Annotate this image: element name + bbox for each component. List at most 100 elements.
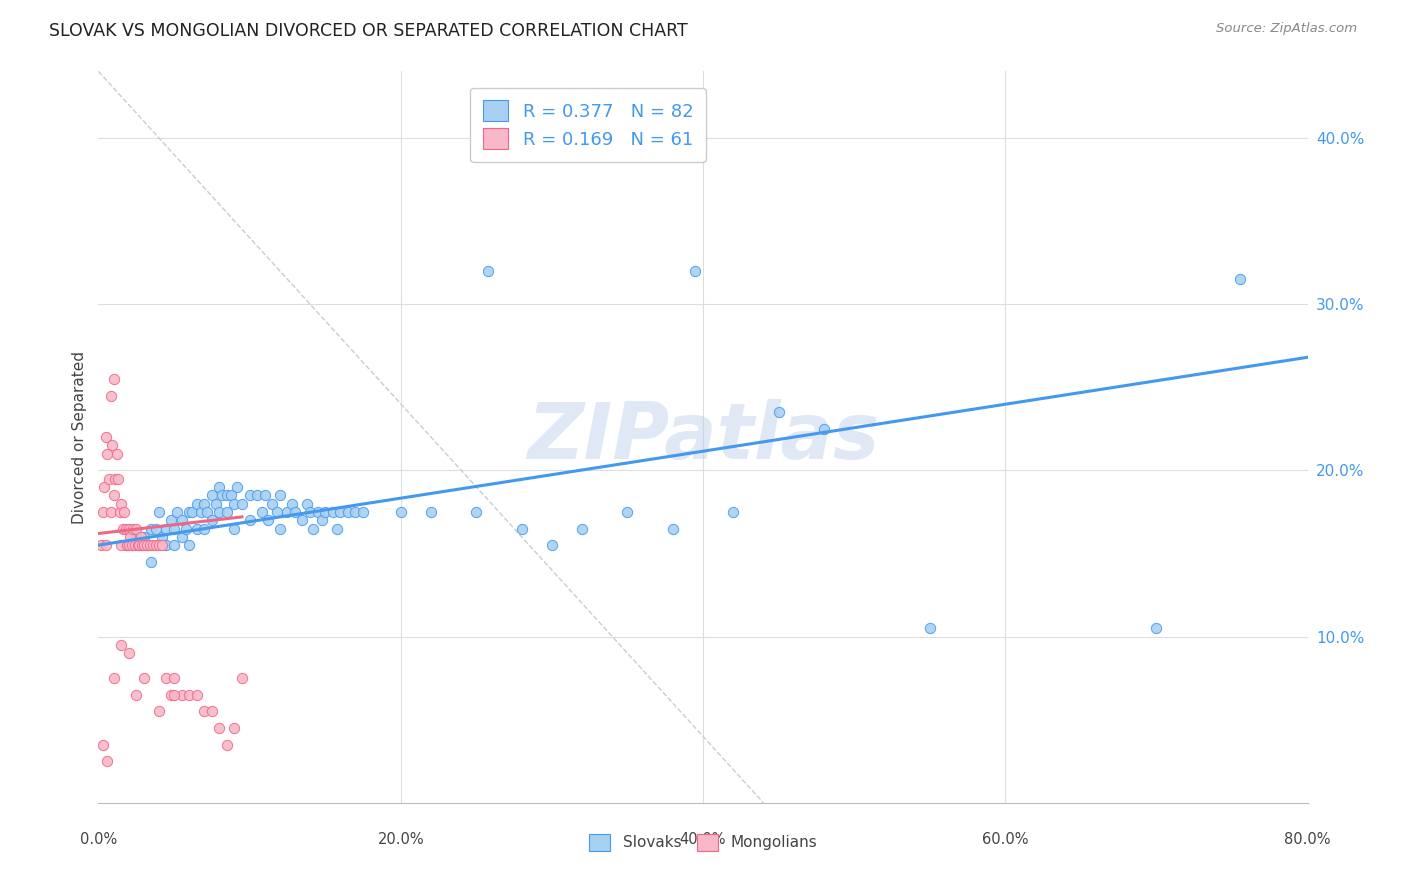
- Point: [221, 488, 243, 502]
- Point: [170, 513, 193, 527]
- Point: [246, 488, 269, 502]
- Point: [150, 530, 173, 544]
- Point: [307, 505, 329, 519]
- Point: [291, 513, 314, 527]
- Point: [250, 505, 273, 519]
- Point: [135, 538, 157, 552]
- Point: [100, 388, 122, 402]
- Point: [166, 505, 188, 519]
- Point: [155, 521, 177, 535]
- Text: 40.0%: 40.0%: [679, 832, 727, 847]
- Point: [163, 688, 186, 702]
- Point: [129, 530, 152, 544]
- Point: [115, 538, 138, 552]
- Point: [163, 521, 186, 535]
- Point: [170, 688, 193, 702]
- Point: [148, 505, 170, 519]
- Point: [148, 705, 170, 719]
- Point: [179, 505, 201, 519]
- Legend: Slovaks, Mongolians: Slovaks, Mongolians: [583, 828, 823, 857]
- Point: [186, 688, 208, 702]
- Point: [201, 705, 224, 719]
- Point: [94, 538, 117, 552]
- Point: [186, 521, 208, 535]
- Point: [208, 721, 231, 735]
- Point: [510, 521, 533, 535]
- Point: [314, 505, 336, 519]
- Point: [103, 671, 125, 685]
- Point: [98, 472, 121, 486]
- Point: [231, 497, 253, 511]
- Point: [336, 505, 359, 519]
- Point: [195, 505, 218, 519]
- Point: [108, 505, 131, 519]
- Point: [114, 521, 136, 535]
- Point: [121, 538, 143, 552]
- Point: [91, 738, 114, 752]
- Point: [160, 513, 183, 527]
- Point: [103, 488, 125, 502]
- Point: [186, 497, 208, 511]
- Point: [132, 530, 155, 544]
- Point: [129, 538, 152, 552]
- Point: [141, 521, 163, 535]
- Point: [661, 521, 683, 535]
- Point: [163, 538, 186, 552]
- Point: [262, 497, 284, 511]
- Point: [193, 705, 215, 719]
- Point: [299, 505, 322, 519]
- Point: [125, 530, 148, 544]
- Point: [224, 497, 246, 511]
- Point: [132, 671, 155, 685]
- Point: [163, 671, 186, 685]
- Point: [179, 688, 201, 702]
- Point: [723, 505, 745, 519]
- Point: [118, 538, 141, 552]
- Point: [121, 538, 143, 552]
- Point: [918, 621, 941, 635]
- Point: [135, 538, 157, 552]
- Point: [295, 497, 318, 511]
- Point: [477, 264, 499, 278]
- Point: [389, 505, 412, 519]
- Text: 0.0%: 0.0%: [80, 832, 117, 847]
- Point: [111, 521, 134, 535]
- Point: [326, 521, 349, 535]
- Point: [302, 521, 325, 535]
- Point: [174, 521, 197, 535]
- Point: [256, 513, 278, 527]
- Point: [322, 505, 344, 519]
- Point: [190, 505, 212, 519]
- Point: [94, 430, 117, 444]
- Point: [685, 264, 707, 278]
- Text: 80.0%: 80.0%: [1284, 832, 1331, 847]
- Point: [90, 538, 112, 552]
- Point: [155, 538, 177, 552]
- Point: [91, 505, 114, 519]
- Text: ZIPatlas: ZIPatlas: [527, 399, 879, 475]
- Point: [311, 513, 333, 527]
- Point: [571, 521, 593, 535]
- Point: [201, 488, 224, 502]
- Point: [112, 505, 135, 519]
- Point: [226, 480, 249, 494]
- Point: [616, 505, 638, 519]
- Point: [215, 488, 238, 502]
- Point: [224, 521, 246, 535]
- Point: [208, 480, 231, 494]
- Point: [329, 505, 352, 519]
- Point: [155, 671, 177, 685]
- Point: [127, 538, 149, 552]
- Text: SLOVAK VS MONGOLIAN DIVORCED OR SEPARATED CORRELATION CHART: SLOVAK VS MONGOLIAN DIVORCED OR SEPARATE…: [49, 22, 688, 40]
- Point: [118, 646, 141, 660]
- Point: [100, 505, 122, 519]
- Point: [540, 538, 562, 552]
- Point: [768, 405, 790, 419]
- Point: [145, 538, 167, 552]
- Point: [284, 505, 307, 519]
- Point: [215, 505, 238, 519]
- Point: [120, 530, 142, 544]
- Point: [205, 497, 228, 511]
- Point: [110, 497, 132, 511]
- Point: [132, 538, 155, 552]
